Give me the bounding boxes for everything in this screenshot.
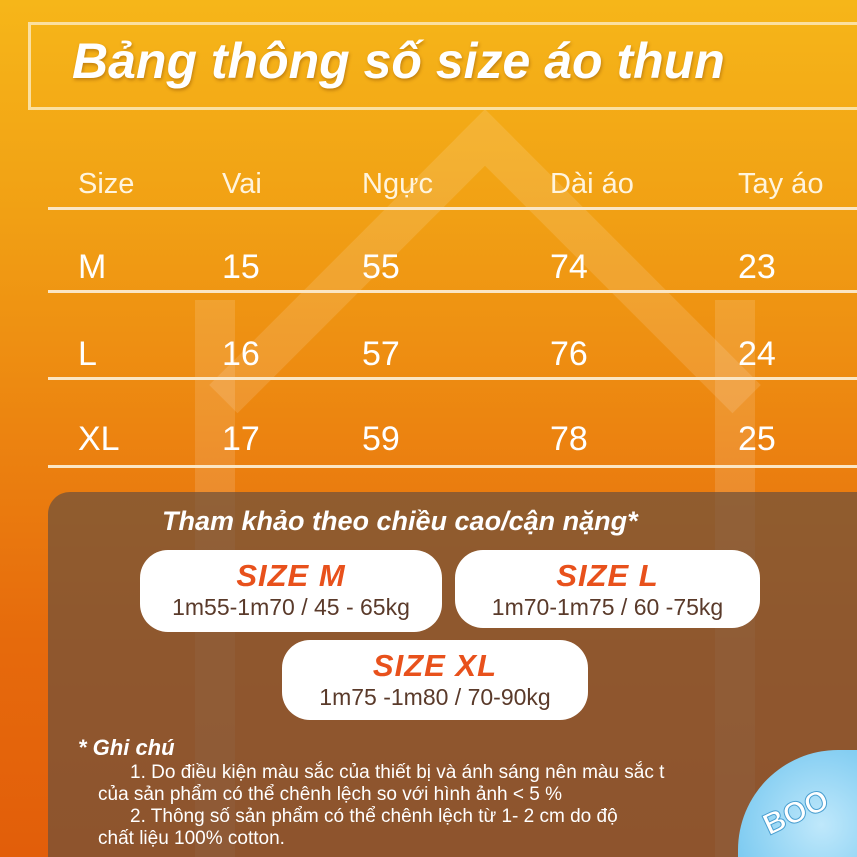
divider [48,377,857,380]
cell-size: L [78,335,97,373]
header-tay-ao: Tay áo [738,168,824,200]
cell-vai: 17 [222,420,260,458]
table-header: Size Vai Ngực Dài áo Tay áo [0,168,857,228]
cell-tay-ao: 25 [738,420,776,458]
note-line: 1. Do điều kiện màu sắc của thiết bị và … [130,762,665,783]
header-dai-ao: Dài áo [550,168,634,200]
cell-vai: 16 [222,335,260,373]
cell-nguc: 59 [362,420,400,458]
cell-size: M [78,248,107,286]
cell-dai-ao: 76 [550,335,588,373]
header-vai: Vai [222,168,262,200]
page-title: Bảng thông số size áo thun [72,33,725,89]
table-row: M 15 55 74 23 [0,248,857,308]
size-m-card: SIZE M 1m55-1m70 / 45 - 65kg [140,550,442,632]
note-line: chất liệu 100% cotton. [98,828,285,849]
size-l-card: SIZE L 1m70-1m75 / 60 -75kg [455,550,760,628]
note-line: 2. Thông số sản phẩm có thể chênh lệch t… [130,806,618,827]
size-range: 1m75 -1m80 / 70-90kg [319,684,551,710]
cell-size: XL [78,420,120,458]
cell-nguc: 57 [362,335,400,373]
size-label: SIZE M [236,558,346,593]
cell-dai-ao: 78 [550,420,588,458]
header-size: Size [78,168,135,200]
header-nguc: Ngực [362,168,433,200]
cell-vai: 15 [222,248,260,286]
reference-title: Tham khảo theo chiều cao/cận nặng* [162,506,638,536]
divider [48,207,857,210]
size-label: SIZE XL [372,648,498,683]
size-range: 1m55-1m70 / 45 - 65kg [172,594,410,620]
notes-heading: * Ghi chú [78,735,175,760]
note-line: của sản phẩm có thể chênh lệch so với hì… [98,784,563,805]
size-label: SIZE L [556,558,659,593]
title-frame [28,22,857,110]
divider [48,290,857,293]
cell-dai-ao: 74 [550,248,588,286]
size-xl-card: SIZE XL 1m75 -1m80 / 70-90kg [282,640,588,720]
cell-tay-ao: 23 [738,248,776,286]
cell-tay-ao: 24 [738,335,776,373]
table-row: XL 17 59 78 25 [0,420,857,480]
table-row: L 16 57 76 24 [0,335,857,395]
cell-nguc: 55 [362,248,400,286]
size-range: 1m70-1m75 / 60 -75kg [491,594,724,620]
brand-badge-text: BOO [758,783,835,843]
divider [48,465,857,468]
